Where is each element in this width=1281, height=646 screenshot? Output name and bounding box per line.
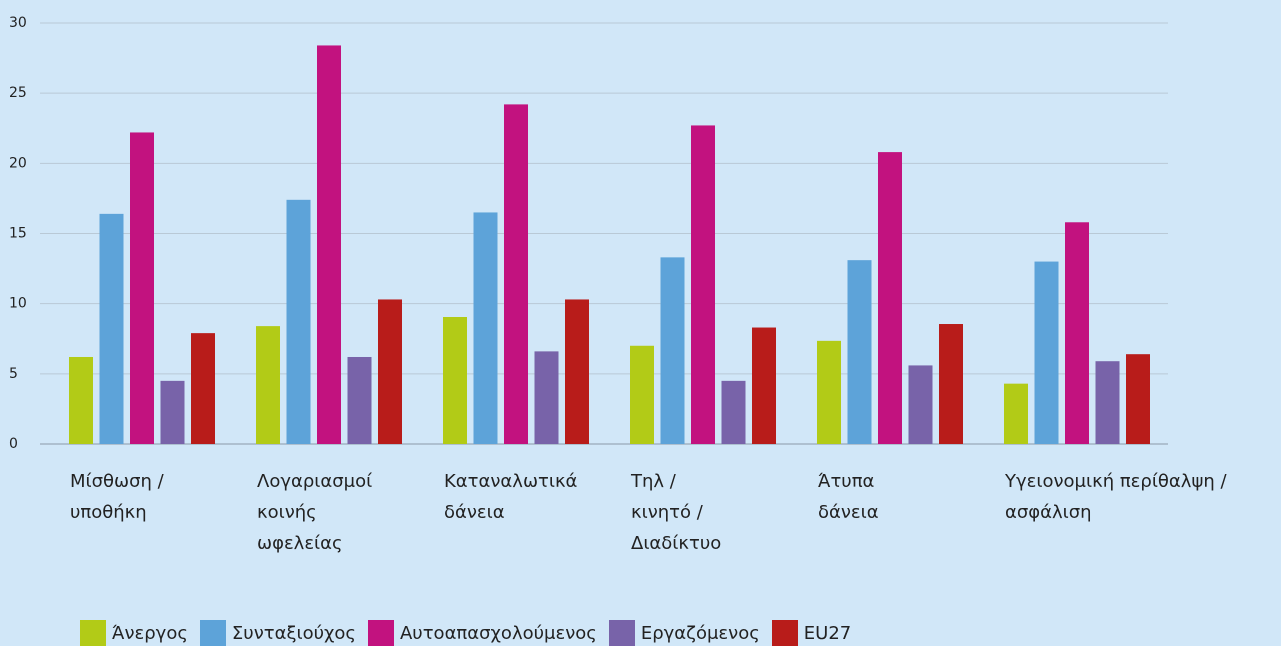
legend-item: Εργαζόμενος [608, 620, 760, 646]
bar [691, 125, 715, 445]
bar [378, 299, 402, 444]
bar [317, 45, 341, 444]
bar [908, 365, 933, 444]
bar [630, 345, 654, 444]
legend-label: Εργαζόμενος [640, 622, 760, 644]
bar [721, 380, 746, 444]
bar [160, 380, 185, 444]
legend-item: Άνεργος [80, 620, 188, 646]
legend: Άνεργος Συνταξιούχος Αυτοαπασχολούμενος Εργ… [80, 620, 851, 646]
legend-swatch [608, 620, 635, 646]
legend-item: EU27 [771, 620, 852, 646]
legend-swatch [80, 620, 106, 646]
x-tick-label: Μίσθωση / υποθήκη [70, 471, 164, 523]
bar [347, 356, 372, 444]
bar [1004, 383, 1028, 444]
bar [286, 199, 311, 444]
legend-label: Συνταξιούχος [231, 622, 356, 644]
bar [534, 351, 559, 444]
bar [1126, 354, 1150, 444]
bar [1095, 361, 1120, 444]
legend-swatch [771, 620, 798, 646]
bar [473, 212, 498, 444]
y-tick-label: 15 [9, 226, 27, 242]
bar [191, 333, 215, 444]
x-tick-label: Λογαριασμοί κοινής ωφελείας [257, 471, 373, 554]
bar [69, 356, 93, 444]
y-tick-label: 10 [9, 296, 27, 312]
y-tick-label: 20 [9, 155, 27, 171]
legend-label: Άνεργος [112, 622, 188, 644]
bar [256, 326, 280, 444]
x-tick-label: Υγειονομική περίθαλψη / ασφάλιση [1005, 471, 1227, 523]
y-tick-label: 0 [9, 436, 18, 452]
y-tick-label: 5 [9, 366, 18, 382]
bar [130, 132, 154, 444]
x-tick-label: Καταναλωτικά δάνεια [444, 471, 578, 523]
bar [504, 104, 528, 444]
legend-item: Αυτοαπασχολούμενος [367, 620, 597, 646]
x-tick-label: Τηλ / κινητό / Διαδίκτυο [631, 471, 722, 554]
bar [752, 327, 776, 444]
bar [660, 257, 685, 444]
bar [99, 213, 124, 444]
legend-swatch [367, 620, 394, 646]
bar [443, 316, 467, 444]
bar [847, 260, 872, 444]
legend-item: Συνταξιούχος [199, 620, 356, 646]
legend-swatch [199, 620, 226, 646]
bar [1034, 261, 1059, 444]
x-tick-label: Άτυπα δάνεια [818, 471, 879, 523]
y-tick-label: 25 [9, 85, 27, 101]
legend-label: EU27 [803, 622, 852, 644]
bar [878, 152, 902, 444]
bar [939, 324, 963, 444]
bar [817, 340, 841, 444]
y-tick-label: 30 [9, 15, 27, 31]
bar [1065, 222, 1089, 444]
bar [565, 299, 589, 444]
legend-label: Αυτοαπασχολούμενος [399, 622, 597, 644]
